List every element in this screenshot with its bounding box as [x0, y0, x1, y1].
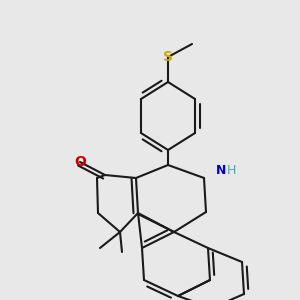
Text: H: H [227, 164, 236, 176]
Text: S: S [163, 50, 173, 64]
Text: N: N [216, 164, 226, 176]
Text: O: O [74, 155, 86, 169]
